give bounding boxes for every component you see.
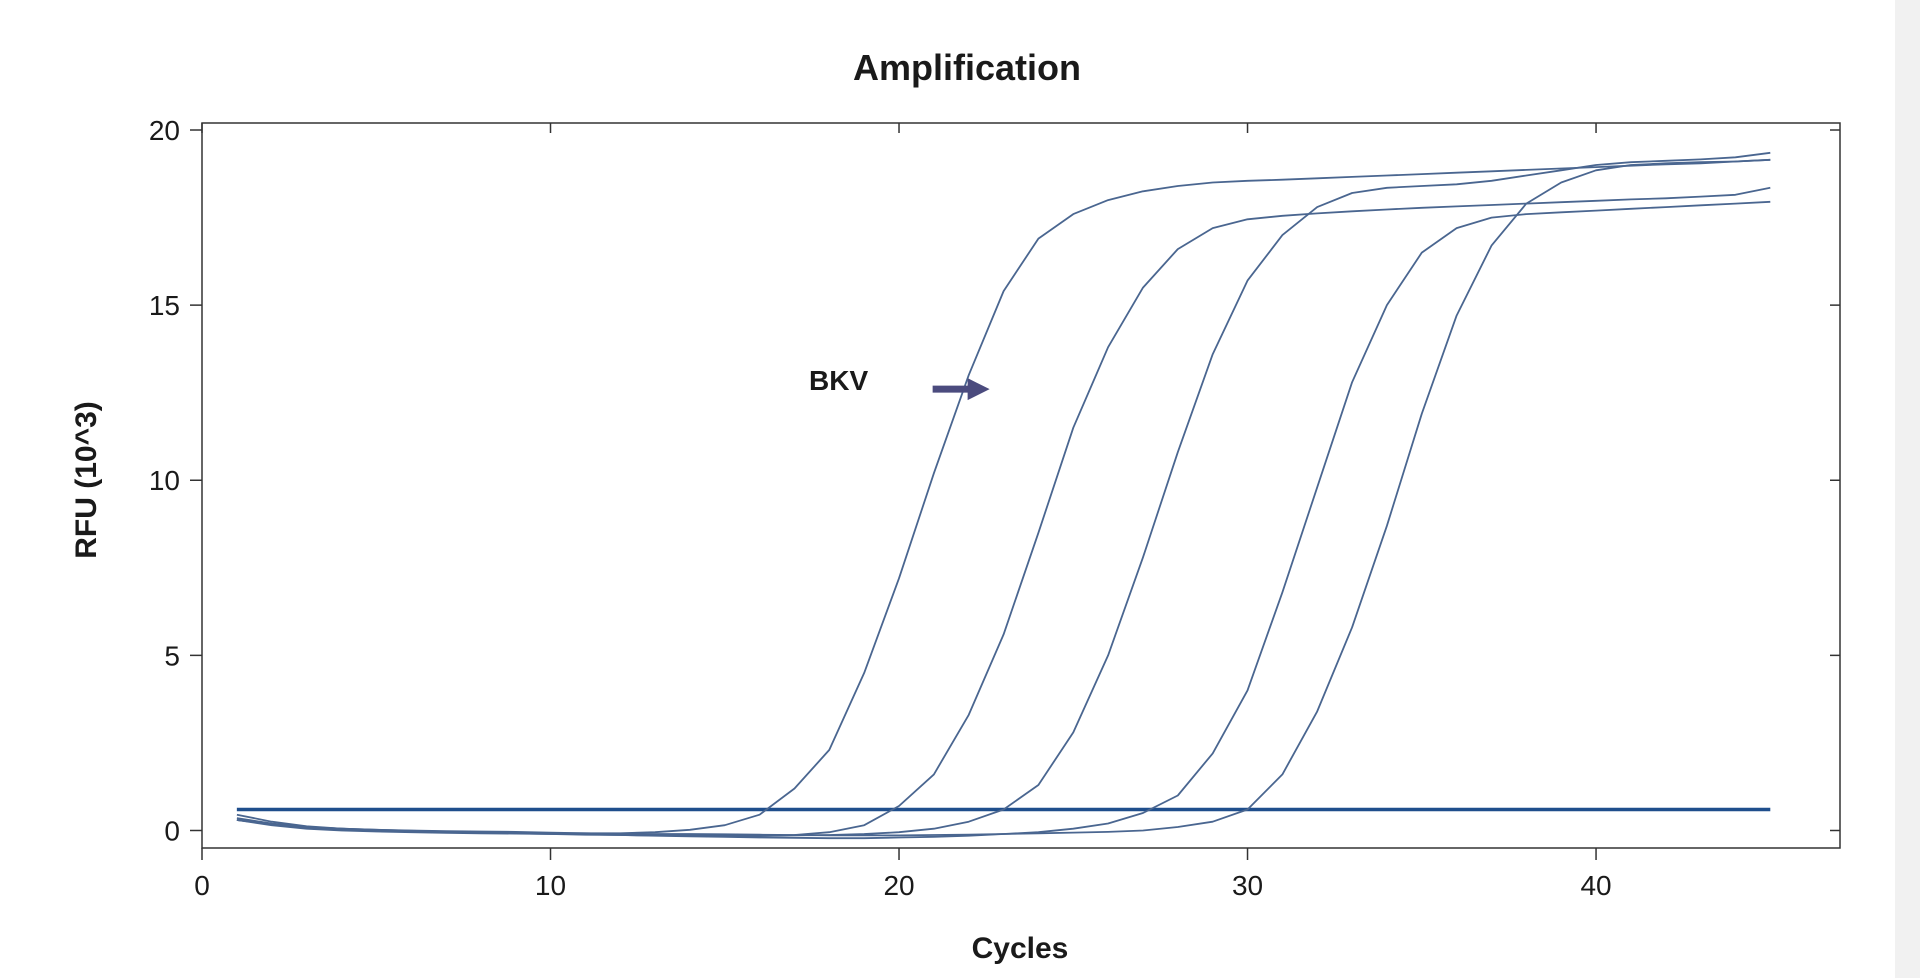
plot-frame bbox=[201, 122, 1841, 849]
plot-area: 0 5 10 15 20 0 10 20 30 40 bbox=[149, 115, 1841, 901]
series-line-3 bbox=[236, 151, 1771, 837]
series-line-1 bbox=[236, 158, 1771, 835]
x-axis-label: Cycles bbox=[972, 932, 1069, 965]
y-tick-label: 15 bbox=[149, 290, 180, 321]
series-line-4 bbox=[236, 200, 1771, 840]
x-tick-label: 40 bbox=[1580, 870, 1611, 901]
x-tick-label: 30 bbox=[1232, 870, 1263, 901]
y-tick-label: 0 bbox=[164, 815, 180, 846]
x-tick-label: 10 bbox=[535, 870, 566, 901]
series-line-5 bbox=[236, 158, 1771, 837]
x-tick-label: 20 bbox=[883, 870, 914, 901]
window-edge bbox=[1895, 0, 1920, 978]
bkv-arrow-head bbox=[967, 378, 990, 401]
series-line-2 bbox=[236, 186, 1771, 837]
y-tick-label: 20 bbox=[149, 115, 180, 146]
y-axis-label: RFU (10^3) bbox=[70, 401, 103, 559]
y-tick-label: 10 bbox=[149, 465, 180, 496]
x-tick-label: 0 bbox=[194, 870, 210, 901]
chart-title: Amplification bbox=[853, 47, 1081, 88]
bkv-annotation-label: BKV bbox=[809, 365, 868, 396]
y-tick-label: 5 bbox=[164, 640, 180, 671]
